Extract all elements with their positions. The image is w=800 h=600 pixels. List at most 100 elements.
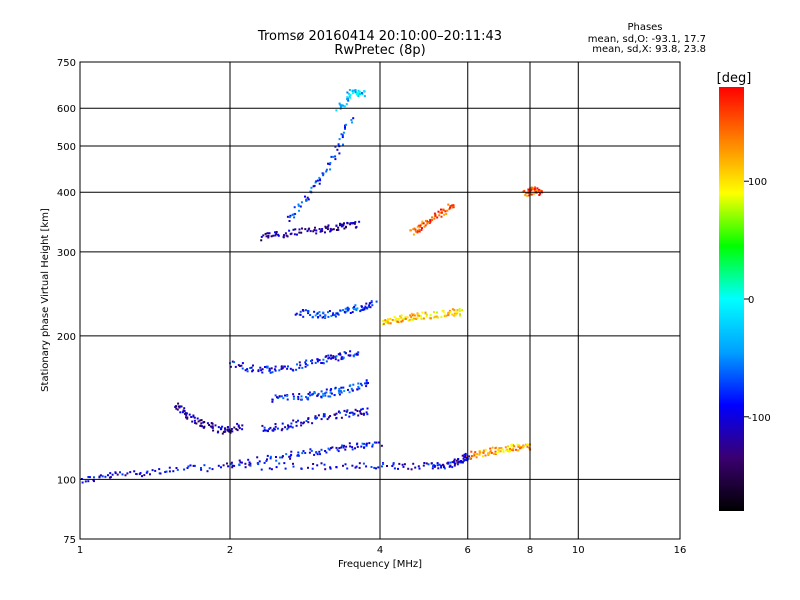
echo-point <box>527 188 530 191</box>
echo-point <box>357 414 360 417</box>
echo-point <box>342 446 345 449</box>
echo-point <box>285 453 288 456</box>
echo-point <box>502 450 505 453</box>
echo-point <box>412 233 415 236</box>
echo-point <box>453 461 456 464</box>
echo-point <box>139 472 142 474</box>
echo-point <box>525 192 528 195</box>
echo-point <box>332 228 335 231</box>
echo-point <box>311 467 314 470</box>
echo-point <box>389 317 392 320</box>
echo-point <box>265 460 268 462</box>
echo-point <box>361 407 364 410</box>
echo-point <box>440 316 443 319</box>
echo-point <box>440 215 443 218</box>
echo-point <box>329 229 332 232</box>
echo-point <box>217 464 220 467</box>
echo-point <box>240 364 243 367</box>
echo-point <box>334 386 337 389</box>
echo-point <box>392 463 395 466</box>
echo-point <box>403 463 406 466</box>
echo-point <box>227 426 229 429</box>
echo-point <box>339 411 341 414</box>
echo-point <box>226 429 229 432</box>
echo-point <box>429 219 432 222</box>
echo-point <box>358 462 361 465</box>
echo-point <box>484 454 487 457</box>
echo-point <box>249 462 252 465</box>
echo-point <box>324 316 326 319</box>
echo-point <box>301 227 303 230</box>
echo-point <box>314 415 317 418</box>
echo-point <box>510 445 513 448</box>
echo-point <box>416 314 419 317</box>
echo-point <box>362 90 365 93</box>
echo-point <box>329 415 332 417</box>
echo-point <box>453 464 456 467</box>
echo-point <box>309 394 312 397</box>
echo-point <box>307 393 310 395</box>
echo-point <box>274 234 277 237</box>
echo-point <box>404 317 407 320</box>
echo-point <box>335 109 338 112</box>
echo-point <box>317 414 320 417</box>
echo-point <box>417 224 420 227</box>
echo-point <box>391 465 394 467</box>
echo-point <box>475 456 478 459</box>
echo-point <box>371 304 374 307</box>
echo-point <box>175 467 178 469</box>
echo-point <box>351 121 353 124</box>
echo-point <box>418 314 421 317</box>
echo-point <box>268 428 271 430</box>
echo-point <box>349 445 352 448</box>
echo-point <box>398 462 401 465</box>
echo-point <box>266 232 269 235</box>
echo-point <box>329 162 332 164</box>
echo-point <box>318 182 321 185</box>
echo-point <box>289 214 292 217</box>
echo-point <box>297 203 300 206</box>
echo-point <box>358 466 361 469</box>
echo-point <box>425 313 428 316</box>
echo-point <box>316 358 319 361</box>
echo-point <box>324 231 326 234</box>
echo-point <box>526 445 529 448</box>
echo-point <box>224 427 226 430</box>
echo-point <box>368 302 371 305</box>
echo-point <box>318 228 321 230</box>
colorbar-label: [deg] <box>717 71 752 86</box>
echo-point <box>186 467 189 469</box>
echo-point <box>462 457 465 460</box>
echo-point <box>438 463 441 466</box>
echo-point <box>292 228 295 231</box>
echo-point <box>264 366 266 368</box>
echo-point <box>104 475 107 478</box>
echo-point <box>338 387 341 390</box>
echo-point <box>344 413 347 416</box>
echo-point <box>314 361 317 364</box>
echo-point <box>414 228 417 231</box>
echo-point <box>335 312 338 315</box>
y-tick-label: 300 <box>57 248 76 259</box>
echo-point <box>280 395 283 398</box>
echo-point <box>533 189 536 192</box>
echo-point <box>278 395 281 398</box>
echo-point <box>203 425 206 428</box>
echo-point <box>421 311 424 314</box>
echo-point <box>470 455 473 458</box>
echo-point <box>298 393 301 395</box>
echo-point <box>337 143 340 146</box>
echo-point <box>335 224 338 227</box>
echo-point <box>228 430 231 433</box>
echo-point <box>525 443 528 446</box>
echo-point <box>357 385 360 388</box>
echo-point <box>320 448 323 451</box>
echo-point <box>359 93 361 96</box>
echo-point <box>287 425 290 428</box>
echo-point <box>186 417 189 420</box>
echo-point <box>357 382 360 385</box>
echo-point <box>273 368 276 371</box>
echo-point <box>311 422 314 425</box>
echo-point <box>121 473 124 476</box>
echo-point <box>454 314 457 317</box>
